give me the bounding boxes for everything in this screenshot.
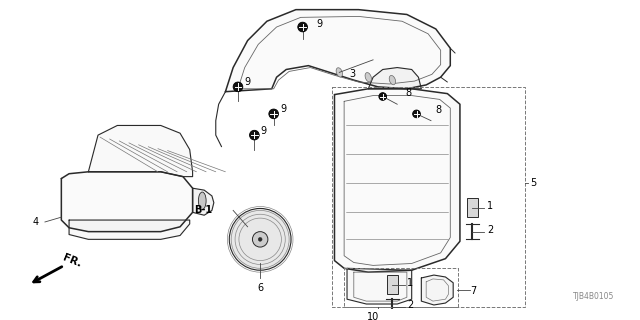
Text: 10: 10 xyxy=(367,312,380,320)
Ellipse shape xyxy=(336,68,342,77)
Text: 9: 9 xyxy=(260,126,267,136)
Polygon shape xyxy=(88,125,193,177)
Bar xyxy=(387,275,398,294)
Text: 1: 1 xyxy=(407,278,413,288)
Circle shape xyxy=(379,93,387,100)
Polygon shape xyxy=(69,220,189,239)
Polygon shape xyxy=(61,172,193,232)
Text: B-1: B-1 xyxy=(195,205,212,215)
Text: TJB4B0105: TJB4B0105 xyxy=(573,292,614,301)
Ellipse shape xyxy=(389,76,396,85)
Circle shape xyxy=(269,109,278,119)
Circle shape xyxy=(229,208,291,270)
Circle shape xyxy=(252,232,268,247)
Bar xyxy=(332,87,525,307)
Circle shape xyxy=(250,130,259,140)
Bar xyxy=(467,198,478,217)
Text: 5: 5 xyxy=(531,178,537,188)
Ellipse shape xyxy=(198,192,206,209)
Text: 9: 9 xyxy=(280,104,286,114)
Polygon shape xyxy=(335,89,460,272)
Text: 4: 4 xyxy=(33,217,38,227)
Text: 3: 3 xyxy=(349,69,355,79)
Polygon shape xyxy=(225,10,451,92)
Polygon shape xyxy=(368,68,421,89)
Text: 9: 9 xyxy=(244,77,250,87)
Text: 6: 6 xyxy=(257,283,263,292)
Circle shape xyxy=(233,82,243,92)
Polygon shape xyxy=(347,268,412,304)
Circle shape xyxy=(413,110,420,118)
Text: 2: 2 xyxy=(487,225,493,235)
Text: 9: 9 xyxy=(316,19,323,29)
Text: 7: 7 xyxy=(470,286,477,296)
Circle shape xyxy=(298,22,307,32)
Circle shape xyxy=(258,237,262,241)
Text: 1: 1 xyxy=(487,201,493,211)
Ellipse shape xyxy=(365,73,371,82)
Text: 8: 8 xyxy=(405,88,411,98)
Text: 2: 2 xyxy=(407,300,413,310)
Text: 8: 8 xyxy=(436,105,442,115)
Bar xyxy=(344,268,458,307)
Polygon shape xyxy=(193,188,214,215)
Text: FR.: FR. xyxy=(61,252,83,269)
Polygon shape xyxy=(421,275,453,305)
